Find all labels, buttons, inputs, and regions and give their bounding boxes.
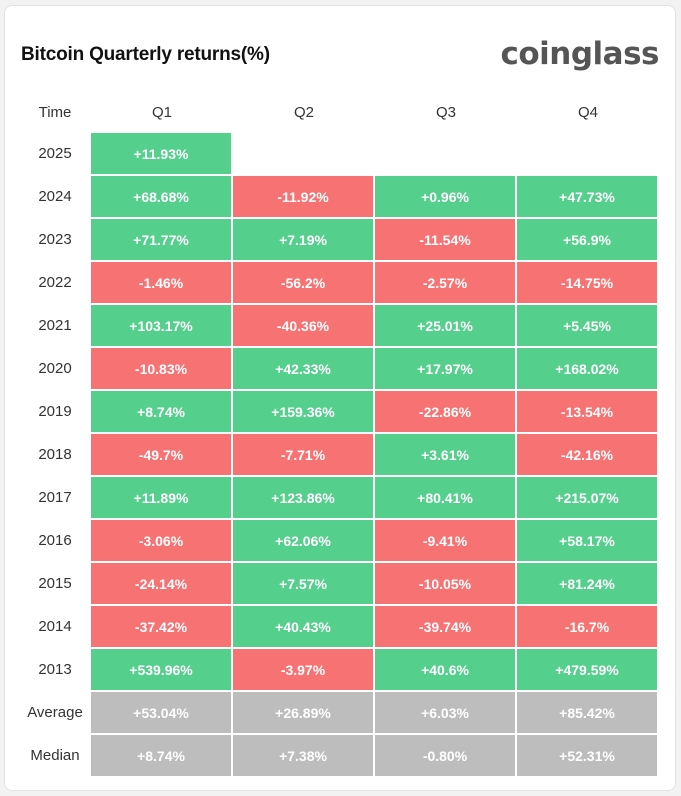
- coinglass-logo[interactable]: coinglass: [500, 36, 659, 72]
- return-cell-2023-q4[interactable]: +56.9%: [517, 219, 657, 260]
- return-cell-2017-q1[interactable]: +11.89%: [91, 477, 231, 518]
- return-cell-2015-q4[interactable]: +81.24%: [517, 563, 657, 604]
- return-cell-2016-q3[interactable]: -9.41%: [375, 520, 515, 561]
- return-cell-2018-q1[interactable]: -49.7%: [91, 434, 231, 475]
- return-cell-2024-q3[interactable]: +0.96%: [375, 176, 515, 217]
- return-cell-2023-q1[interactable]: +71.77%: [91, 219, 231, 260]
- return-cell-average-q1[interactable]: +53.04%: [91, 692, 231, 733]
- header-q4: Q4: [577, 103, 598, 121]
- return-cell-median-q4[interactable]: +52.31%: [517, 735, 657, 776]
- return-cell-2014-q1[interactable]: -37.42%: [91, 606, 231, 647]
- return-cell-2024-q2[interactable]: -11.92%: [233, 176, 373, 217]
- row-label-2014: 2014: [38, 618, 72, 635]
- return-cell-2020-q1[interactable]: -10.83%: [91, 348, 231, 389]
- return-cell-2019-q3[interactable]: -22.86%: [375, 391, 515, 432]
- row-label-2016: 2016: [38, 532, 72, 549]
- return-cell-average-q2[interactable]: +26.89%: [233, 692, 373, 733]
- return-cell-2018-q3[interactable]: +3.61%: [375, 434, 515, 475]
- return-cell-2018-q2[interactable]: -7.71%: [233, 434, 373, 475]
- return-cell-2019-q2[interactable]: +159.36%: [233, 391, 373, 432]
- chart-title: Bitcoin Quarterly returns(%): [21, 44, 270, 65]
- return-cell-2013-q4[interactable]: +479.59%: [517, 649, 657, 690]
- return-cell-2023-q2[interactable]: +7.19%: [233, 219, 373, 260]
- return-cell-2016-q4[interactable]: +58.17%: [517, 520, 657, 561]
- return-cell-median-q3[interactable]: -0.80%: [375, 735, 515, 776]
- return-cell-2024-q4[interactable]: +47.73%: [517, 176, 657, 217]
- return-cell-2024-q1[interactable]: +68.68%: [91, 176, 231, 217]
- return-cell-2017-q2[interactable]: +123.86%: [233, 477, 373, 518]
- return-cell-2021-q4[interactable]: +5.45%: [517, 305, 657, 346]
- return-cell-2021-q1[interactable]: +103.17%: [91, 305, 231, 346]
- return-cell-2021-q2[interactable]: -40.36%: [233, 305, 373, 346]
- header-time: Time: [38, 103, 72, 121]
- return-cell-2018-q4[interactable]: -42.16%: [517, 434, 657, 475]
- row-label-2023: 2023: [38, 231, 72, 248]
- return-cell-2020-q4[interactable]: +168.02%: [517, 348, 657, 389]
- return-cell-2019-q1[interactable]: +8.74%: [91, 391, 231, 432]
- return-cell-average-q3[interactable]: +6.03%: [375, 692, 515, 733]
- row-label-2013: 2013: [38, 661, 72, 678]
- return-cell-2017-q4[interactable]: +215.07%: [517, 477, 657, 518]
- return-cell-2022-q4[interactable]: -14.75%: [517, 262, 657, 303]
- return-cell-2016-q1[interactable]: -3.06%: [91, 520, 231, 561]
- row-label-2024: 2024: [38, 188, 72, 205]
- return-cell-2019-q4[interactable]: -13.54%: [517, 391, 657, 432]
- return-cell-2014-q4[interactable]: -16.7%: [517, 606, 657, 647]
- row-label-2017: 2017: [38, 489, 72, 506]
- row-label-2018: 2018: [38, 446, 72, 463]
- return-cell-2022-q3[interactable]: -2.57%: [375, 262, 515, 303]
- row-label-2020: 2020: [38, 360, 72, 377]
- return-cell-2022-q1[interactable]: -1.46%: [91, 262, 231, 303]
- return-cell-2020-q3[interactable]: +17.97%: [375, 348, 515, 389]
- return-cell-2013-q3[interactable]: +40.6%: [375, 649, 515, 690]
- return-cell-2021-q3[interactable]: +25.01%: [375, 305, 515, 346]
- header-q2: Q2: [293, 103, 314, 121]
- return-cell-2023-q3[interactable]: -11.54%: [375, 219, 515, 260]
- return-cell-2020-q2[interactable]: +42.33%: [233, 348, 373, 389]
- row-label-2019: 2019: [38, 403, 72, 420]
- return-cell-2015-q3[interactable]: -10.05%: [375, 563, 515, 604]
- return-cell-2016-q2[interactable]: +62.06%: [233, 520, 373, 561]
- return-cell-2025-q1[interactable]: +11.93%: [91, 133, 231, 174]
- row-label-2021: 2021: [38, 317, 72, 334]
- return-cell-2022-q2[interactable]: -56.2%: [233, 262, 373, 303]
- row-label-2022: 2022: [38, 274, 72, 291]
- return-cell-average-q4[interactable]: +85.42%: [517, 692, 657, 733]
- return-cell-2015-q1[interactable]: -24.14%: [91, 563, 231, 604]
- row-label-average: Average: [27, 704, 83, 721]
- row-label-2025: 2025: [38, 145, 72, 162]
- return-cell-median-q2[interactable]: +7.38%: [233, 735, 373, 776]
- return-cell-2013-q2[interactable]: -3.97%: [233, 649, 373, 690]
- return-cell-2014-q3[interactable]: -39.74%: [375, 606, 515, 647]
- header-q1: Q1: [151, 103, 172, 121]
- return-cell-2014-q2[interactable]: +40.43%: [233, 606, 373, 647]
- return-cell-2013-q1[interactable]: +539.96%: [91, 649, 231, 690]
- row-label-2015: 2015: [38, 575, 72, 592]
- header-q3: Q3: [435, 103, 456, 121]
- row-label-median: Median: [30, 747, 80, 764]
- return-cell-median-q1[interactable]: +8.74%: [91, 735, 231, 776]
- return-cell-2015-q2[interactable]: +7.57%: [233, 563, 373, 604]
- return-cell-2017-q3[interactable]: +80.41%: [375, 477, 515, 518]
